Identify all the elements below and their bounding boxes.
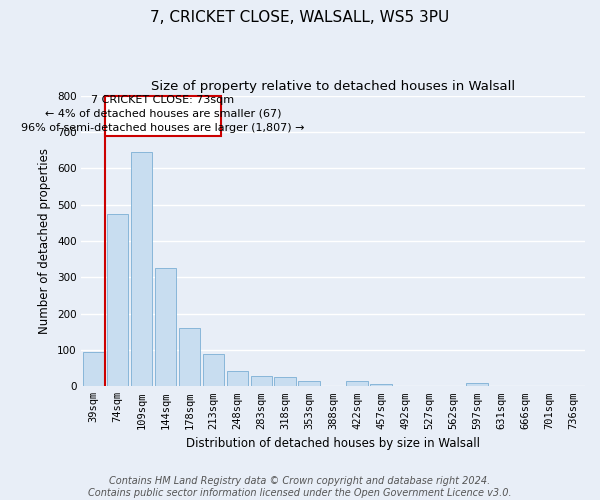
Bar [346, 381, 368, 386]
Bar [227, 370, 248, 386]
Bar [203, 354, 224, 386]
Bar [274, 377, 296, 386]
Text: Contains HM Land Registry data © Crown copyright and database right 2024.
Contai: Contains HM Land Registry data © Crown c… [88, 476, 512, 498]
Y-axis label: Number of detached properties: Number of detached properties [38, 148, 52, 334]
Bar [131, 152, 152, 386]
Bar [107, 214, 128, 386]
Bar [251, 376, 272, 386]
Bar [466, 384, 488, 386]
Text: 7, CRICKET CLOSE, WALSALL, WS5 3PU: 7, CRICKET CLOSE, WALSALL, WS5 3PU [151, 10, 449, 25]
Bar [298, 381, 320, 386]
Bar [155, 268, 176, 386]
Title: Size of property relative to detached houses in Walsall: Size of property relative to detached ho… [151, 80, 515, 93]
Bar [179, 328, 200, 386]
Bar [83, 352, 104, 386]
FancyBboxPatch shape [106, 96, 221, 136]
Bar [370, 384, 392, 386]
Text: 7 CRICKET CLOSE: 73sqm
← 4% of detached houses are smaller (67)
96% of semi-deta: 7 CRICKET CLOSE: 73sqm ← 4% of detached … [21, 94, 305, 132]
X-axis label: Distribution of detached houses by size in Walsall: Distribution of detached houses by size … [186, 437, 480, 450]
